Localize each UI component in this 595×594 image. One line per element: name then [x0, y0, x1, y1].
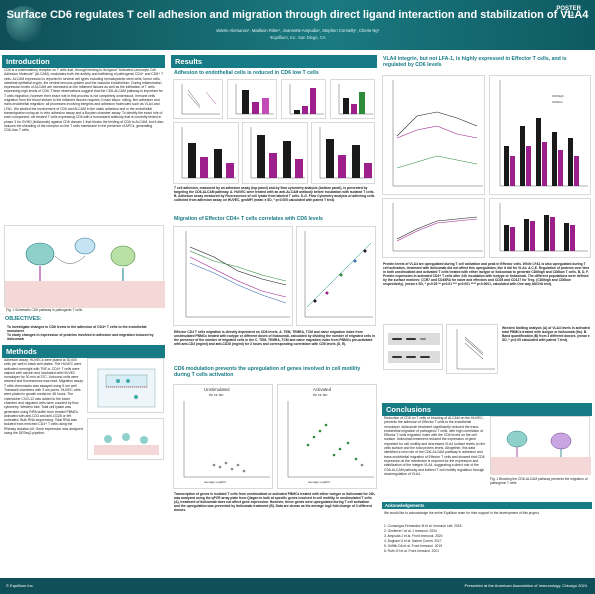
reference-item: 6. Ruth JH et al. Front Immunol. 2021: [384, 549, 439, 553]
conclusions-heading: Conclusions: [382, 403, 592, 416]
introduction-text: CD6 is a costimulatory receptor on T cel…: [4, 68, 164, 133]
results-subheading-vla4: VLA4 integrin, but not LFA-1, is highly …: [383, 56, 567, 68]
results-subheading-genes: CD6 modulation prevents the upregulation…: [174, 366, 361, 378]
poster-footer: [0, 578, 595, 594]
chart-migration-scatter: [296, 226, 376, 326]
introduction-heading: Introduction: [2, 55, 165, 68]
chart-adhesion-f: [242, 122, 308, 184]
reference-item: 5. Griffith DA et al. Front Immunol. 201…: [384, 544, 443, 548]
reference-item: 3. Ampudia J et al. Front Immunol. 2020: [384, 534, 443, 538]
intro-figure-caption: Fig. 1 Schematic CD6 pathway in pathogen…: [6, 308, 83, 312]
copyright-text: © Equillium Inc.: [6, 583, 34, 588]
poster-affiliation: ¹Equillium, Inc. San Diego, CA: [269, 35, 326, 40]
chart-adhesion-g: [311, 122, 375, 184]
acknowledgements-text: We would like to acknowledge the entire …: [384, 511, 540, 515]
chart-adhesion-b: [227, 79, 277, 119]
poster-header: [0, 0, 595, 50]
poster-authors: Valerie Alemanov¹, Madison Ritter¹, Jean…: [215, 28, 380, 33]
adhesion-assay-figure: [87, 418, 164, 460]
conclusion-figure: [490, 416, 591, 475]
t-cell-shape: [25, 242, 55, 266]
chart-wb-quantification: [446, 324, 498, 374]
vla4-caption: Protein levels of VLA4 are upregulated d…: [383, 262, 590, 287]
boyden-chamber-figure: [87, 358, 164, 413]
volcano-right-xlabel: average Log2FC: [308, 480, 331, 484]
adhesion-caption: T cell adhesion, measured by an adhesion…: [174, 186, 375, 203]
legend-cd6low: CD6low: [552, 100, 563, 104]
western-blot-image: [383, 324, 443, 370]
apc-shape: [110, 245, 136, 267]
methods-text: Adhesion assay: HUVECs were plated at 30…: [4, 358, 84, 436]
endothelium-layer: [5, 281, 165, 308]
poster-label: POSTER: [556, 6, 581, 12]
objective-item: To study changes in expression of protei…: [7, 333, 154, 340]
genes-caption: Transcription of genes in isolated T cel…: [174, 492, 376, 513]
objective-item: To investigate changes in CD6 levels in …: [7, 325, 147, 332]
migration-caption: Effector CD4 T cells migration is direct…: [174, 330, 375, 347]
boyden-diagram: [97, 368, 156, 408]
chart-adhesion-a: [173, 79, 223, 119]
chart-vla4-timecourse: [382, 75, 485, 195]
chart-vla4-populations: CD6high CD6low: [489, 75, 591, 195]
poster-number-badge: POSTER 713: [556, 6, 581, 18]
arrow-shape: [54, 255, 86, 264]
conference-text: Presented at the American Association of…: [464, 583, 587, 588]
volcano-right-title: Activated: [313, 387, 332, 392]
cell-logo-icon: [6, 6, 42, 42]
results-subheading-adhesion: Adhesion to endothelial cells is reduced…: [174, 70, 319, 76]
western-blot-caption: Western blotting analysis (A) of VLA4 le…: [502, 326, 590, 343]
poster-title: Surface CD6 regulates T cell adhesion an…: [6, 9, 589, 21]
cd6-pathway-figure: [4, 225, 165, 308]
results-heading: Results: [171, 55, 377, 68]
reference-item: 1. Consuegra-Fernandez M et al. Immunol …: [384, 524, 462, 528]
conclusion-figure-caption: Fig. 1 Blocking the CD6-ALCAM pathway pr…: [490, 477, 588, 486]
cd6-pathway-diagram: [5, 237, 165, 308]
volcano-left-title: Unstimulated: [204, 387, 230, 392]
acknowledgements-heading: Acknowledgements: [382, 502, 592, 509]
objectives-heading: OBJECTIVES:: [5, 316, 42, 322]
chart-adhesion-d: [330, 79, 375, 119]
reference-item: 4. Bughani U et al. Nature Comm. 2017: [384, 539, 442, 543]
chart-adhesion-c: [281, 79, 326, 119]
volcano-right-subtitle: Ito vs Iso: [313, 393, 328, 397]
poster-number: 713: [563, 12, 574, 18]
volcano-left-xlabel: average Log2FC: [204, 480, 227, 484]
chart-adhesion-e: [173, 122, 239, 184]
legend-cd6high: CD6high: [552, 94, 564, 98]
chart-lfa1-timecourse: [382, 198, 485, 258]
conclusions-text: Reduction of CD6 on T cells or blocking …: [384, 416, 486, 476]
itolizumab-shape: [74, 237, 96, 255]
reference-item: 2. Gimferrer I et al. J Immunol. 2004: [384, 529, 437, 533]
volcano-plot-activated: Activated Ito vs Iso average Log2FC: [277, 384, 377, 489]
chart-lfa1-populations: [489, 198, 591, 258]
methods-heading: Methods: [2, 345, 165, 358]
volcano-left-subtitle: Ito vs Iso: [209, 393, 224, 397]
chart-migration-lines: [173, 226, 293, 326]
results-subheading-migration: Migration of Effector CD4+ T cells corre…: [174, 216, 323, 222]
volcano-plot-unstimulated: Unstimulated Ito vs Iso average Log2FC: [173, 384, 273, 489]
